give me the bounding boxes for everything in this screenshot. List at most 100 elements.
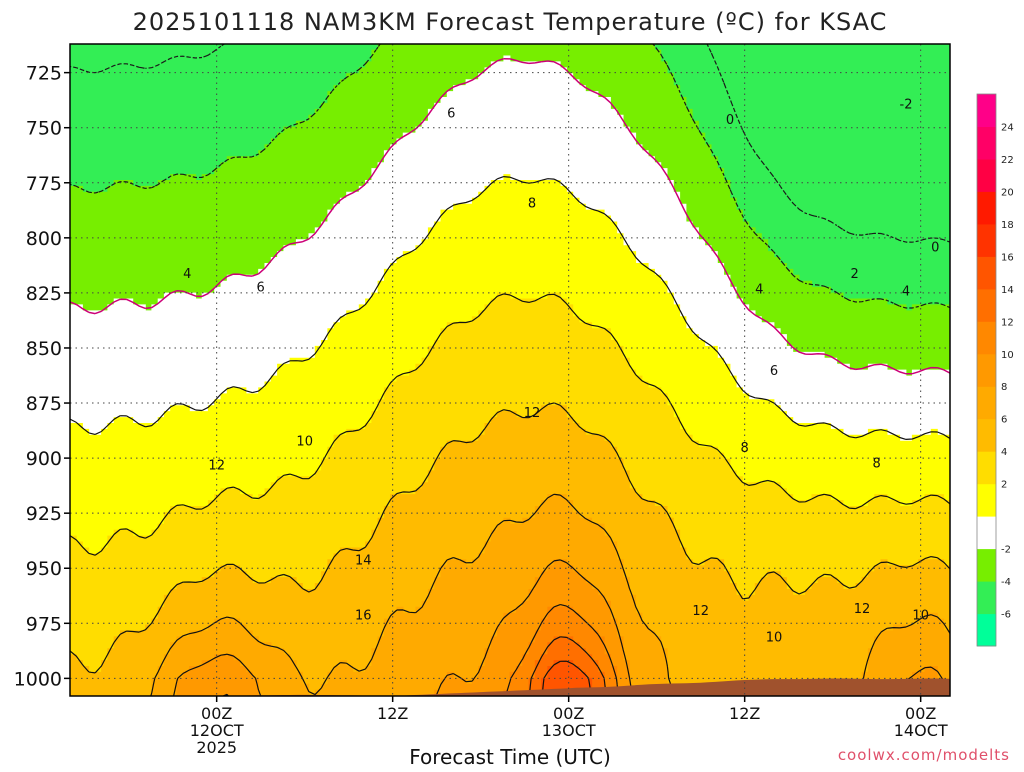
contour-label: -2	[900, 98, 913, 113]
colorbar-frame	[976, 93, 997, 647]
colorbar-label: 16	[1001, 252, 1014, 263]
contour-labels: -2 0 0 2 4 4 4 6 6 6 8 8 8 10 10 10 12 12 12 12 14 16	[183, 98, 939, 646]
y-tick-label: 750	[26, 118, 62, 140]
y-axis-ticks: 725 750 775 800 825 850 875 900 925 950 975 1000	[14, 63, 70, 690]
colorbar-label: 24	[1001, 123, 1014, 134]
contour-label: 14	[355, 553, 372, 568]
colorbar-label: -2	[1001, 545, 1011, 556]
colorbar-label: 2	[1001, 480, 1007, 491]
contour-label: 12	[524, 406, 541, 421]
colorbar-swatch	[977, 613, 996, 647]
isotherm-0	[70, 57, 950, 375]
isotherm-12	[222, 604, 619, 696]
temperature-fill-bands	[70, 44, 950, 696]
contour-label: 12	[692, 604, 709, 619]
chart-title: 2025101118 NAM3KM Forecast Temperature (…	[133, 8, 888, 36]
colorbar-label: -4	[1001, 577, 1011, 588]
isotherm-6	[70, 402, 950, 674]
isotherm-4	[70, 293, 950, 556]
y-tick-label: 950	[26, 558, 62, 580]
y-tick-label: 975	[26, 613, 62, 635]
temperature-band--2	[70, 44, 950, 377]
temperature-band-8	[151, 494, 950, 696]
x-axis-title: Forecast Time (UTC)	[409, 745, 611, 768]
colorbar-swatch	[977, 451, 996, 485]
credit-text: coolwx.com/modelts	[838, 746, 1010, 764]
x-tick-label: 2025	[196, 738, 237, 757]
isotherm-contours	[70, 44, 950, 696]
colorbar-swatch	[977, 516, 996, 550]
x-tick-label: 12Z	[377, 704, 408, 723]
colorbar-swatch	[977, 256, 996, 290]
colorbar-label: 14	[1001, 285, 1014, 296]
colorbar-swatch	[977, 418, 996, 452]
contour-label: 8	[741, 441, 749, 456]
colorbar-swatch	[977, 483, 996, 517]
colorbar-label: 6	[1001, 415, 1007, 426]
dotted-grid	[70, 44, 950, 696]
isotherm-14	[528, 636, 607, 696]
colorbar-swatch	[977, 223, 996, 257]
x-tick-label: 13OCT	[542, 721, 596, 740]
contour-label: 4	[183, 267, 191, 282]
colorbar-swatch	[977, 353, 996, 387]
x-tick-label: 14OCT	[894, 721, 948, 740]
ground-terrain	[70, 678, 950, 696]
contour-label: 8	[873, 457, 881, 472]
isotherm-10	[173, 559, 950, 696]
contour-label: 6	[257, 280, 265, 295]
contour-label: 12	[854, 602, 871, 617]
colorbar-swatch	[977, 94, 996, 127]
contour-label: 0	[931, 241, 939, 256]
y-tick-label: 775	[26, 173, 62, 195]
colorbar-swatch	[977, 191, 996, 225]
x-tick-label: 12OCT	[190, 721, 244, 740]
colorbar-label: 18	[1001, 220, 1014, 231]
contour-label: 2	[851, 267, 859, 282]
y-tick-label: 725	[26, 63, 62, 85]
x-tick-label: 00Z	[201, 704, 232, 723]
colorbar-swatch	[977, 158, 996, 192]
contour-label: 8	[528, 197, 536, 212]
colorbar-label: 12	[1001, 317, 1014, 328]
isotherm-2	[70, 176, 950, 440]
x-tick-label: 00Z	[905, 704, 936, 723]
y-tick-label: 875	[26, 393, 62, 415]
colorbar-swatch	[977, 386, 996, 420]
isotherm--4	[70, 44, 950, 243]
colorbar-label: 10	[1001, 350, 1014, 361]
colorbar-swatch	[977, 288, 996, 322]
colorbar-swatch	[977, 581, 996, 615]
y-tick-label: 800	[26, 228, 62, 250]
isotherm--2	[70, 44, 950, 309]
y-tick-label: 825	[26, 283, 62, 305]
colorbar-label: 4	[1001, 447, 1007, 458]
contour-label: 4	[755, 283, 763, 298]
contour-label: 12	[208, 459, 225, 474]
contour-label: 6	[770, 364, 778, 379]
contour-label: 6	[447, 106, 455, 121]
colorbar-label: 20	[1001, 187, 1014, 198]
colorbar-swatch	[977, 126, 996, 160]
y-tick-label: 1000	[14, 668, 62, 690]
colorbar-label: 22	[1001, 155, 1014, 166]
temperature-band-12	[503, 606, 618, 696]
contour-label: 4	[902, 285, 910, 300]
contour-label: 0	[726, 113, 734, 128]
contour-label: 10	[296, 435, 313, 450]
colorbar-label: 8	[1001, 382, 1007, 393]
temperature-band-10	[176, 559, 950, 696]
colorbar-swatch	[977, 548, 996, 582]
colorbar-swatch	[977, 321, 996, 355]
y-tick-label: 925	[26, 503, 62, 525]
x-tick-label: 12Z	[729, 704, 760, 723]
y-tick-label: 850	[26, 338, 62, 360]
temperature-band--4	[70, 44, 950, 311]
isotherm-8	[150, 493, 950, 696]
colorbar-label: -6	[1001, 610, 1011, 621]
contour-label: 10	[912, 609, 929, 624]
temperature-band-0	[70, 55, 950, 442]
